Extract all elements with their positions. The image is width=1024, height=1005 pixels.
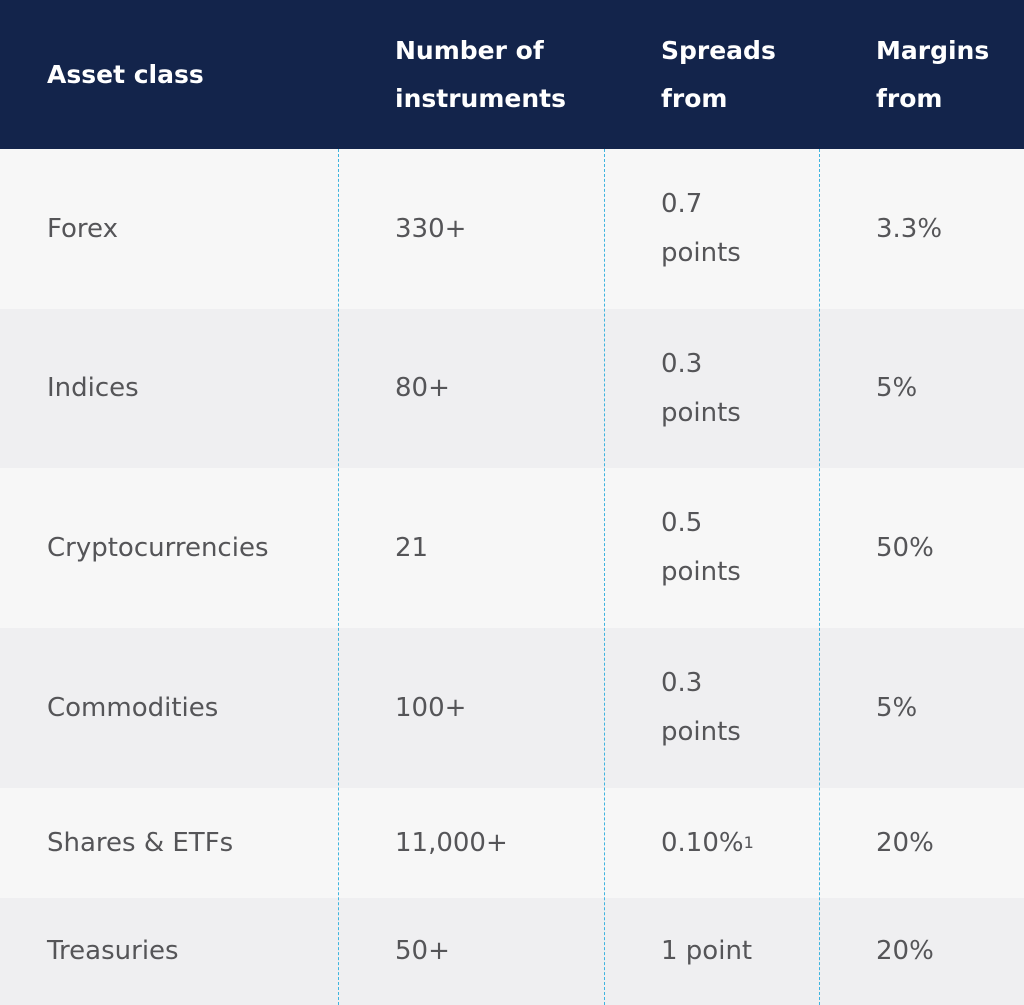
margin-cell: 3.3% — [876, 213, 943, 244]
instruments-cell: 80+ — [395, 373, 450, 403]
table-header: Asset class Number of instruments Spread… — [0, 0, 1024, 149]
instruments-cell: 11,000+ — [395, 827, 508, 858]
spread-cell: 1 point — [661, 936, 753, 966]
table-row: Forex 330+ 0.7 points 3.3% — [0, 149, 1024, 309]
asset-cell: Shares & ETFs — [47, 827, 234, 858]
column-divider — [604, 149, 605, 1005]
column-divider — [338, 149, 339, 1005]
header-spreads-from: Spreads from — [661, 35, 776, 113]
spread-cell: 0.3 points — [661, 348, 741, 428]
spread-value: 0.10% — [661, 827, 744, 858]
asset-cell: Treasuries — [47, 936, 179, 966]
column-divider — [819, 149, 820, 1005]
instruments-cell: 100+ — [395, 692, 467, 723]
table-row: Shares & ETFs 11,000+ 0.10% 1 20% — [0, 788, 1024, 898]
table-row: Treasuries 50+ 1 point 20% — [0, 898, 1024, 1005]
asset-cell: Indices — [47, 373, 139, 403]
margin-cell: 20% — [876, 936, 934, 966]
spread-cell: 0.5 points — [661, 508, 741, 587]
margin-cell: 5% — [876, 692, 918, 723]
table-row: Indices 80+ 0.3 points 5% — [0, 309, 1024, 468]
instruments-cell: 21 — [395, 532, 429, 563]
asset-cell: Cryptocurrencies — [47, 532, 269, 563]
asset-cell: Commodities — [47, 692, 219, 723]
header-margins-from: Margins from — [876, 35, 990, 113]
header-asset-class: Asset class — [47, 59, 204, 89]
spread-cell: 0.10% 1 — [661, 788, 811, 898]
instruments-cell: 330+ — [395, 213, 467, 244]
margin-cell: 50% — [876, 532, 934, 563]
table-row: Commodities 100+ 0.3 points 5% — [0, 628, 1024, 788]
margin-cell: 20% — [876, 827, 934, 858]
header-number-of-instruments: Number of instruments — [395, 35, 566, 113]
instruments-cell: 50+ — [395, 936, 450, 966]
spread-cell: 0.3 points — [661, 668, 741, 747]
table-row: Cryptocurrencies 21 0.5 points 50% — [0, 468, 1024, 628]
spread-cell: 0.7 points — [661, 189, 741, 268]
asset-cell: Forex — [47, 213, 118, 244]
margin-cell: 5% — [876, 373, 918, 403]
